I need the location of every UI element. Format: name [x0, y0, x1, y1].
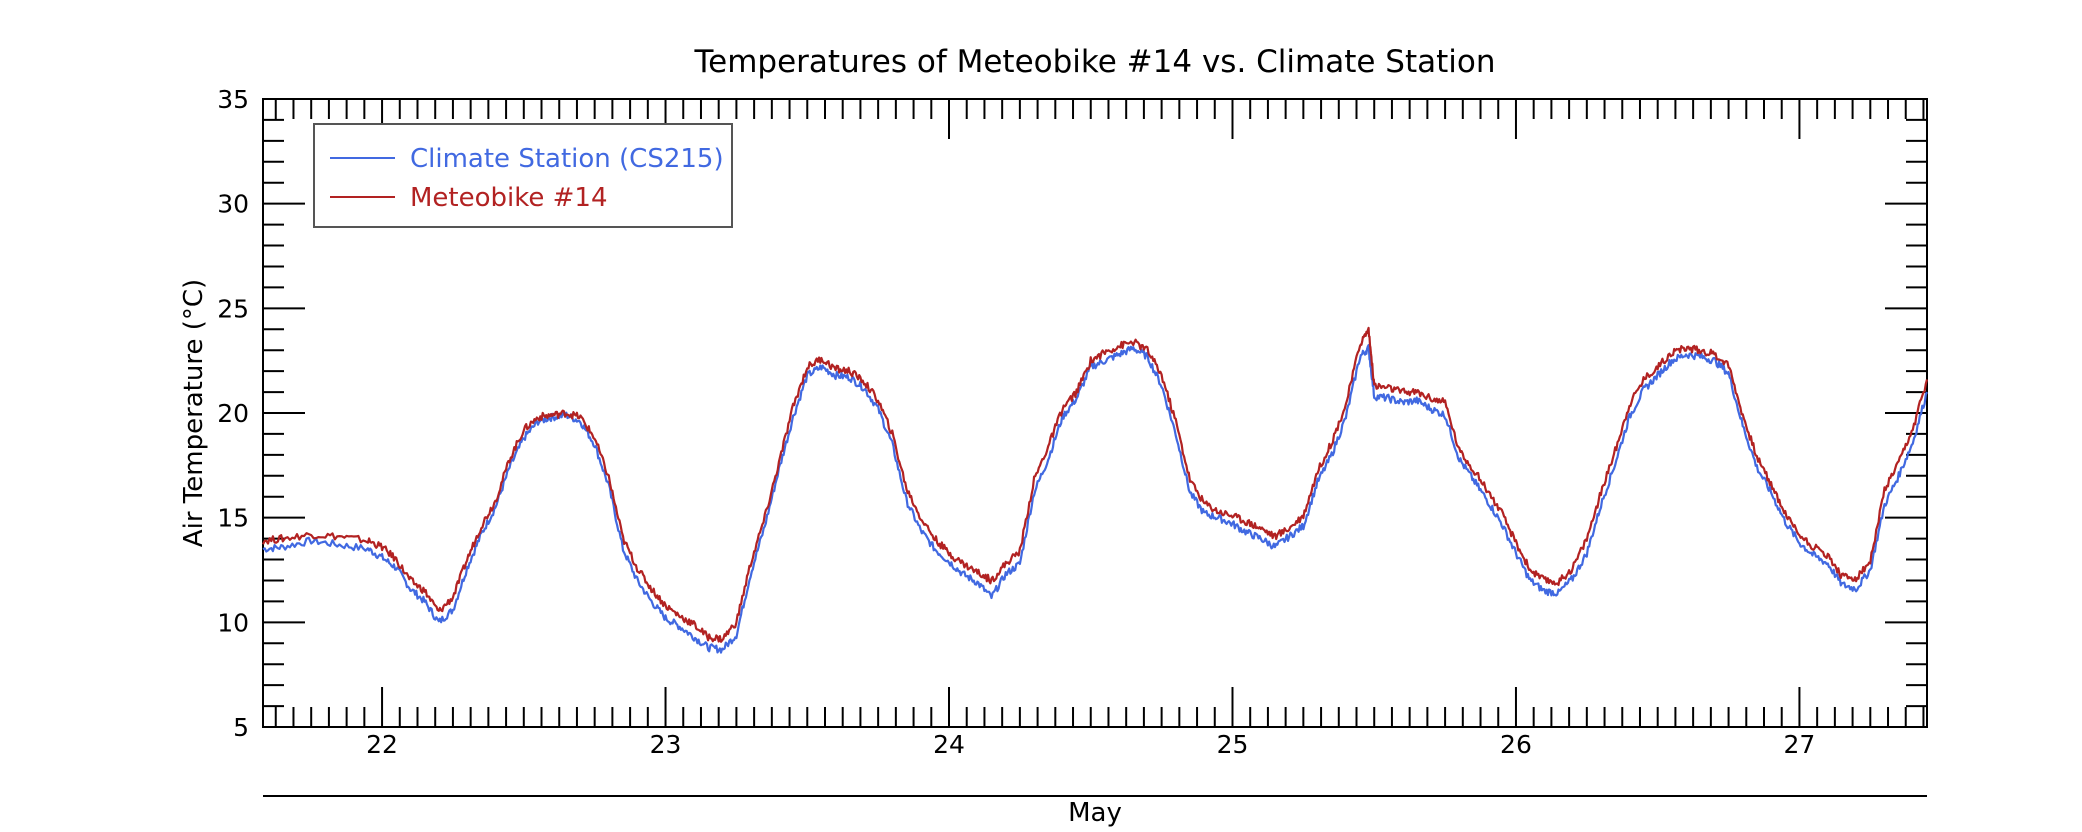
series-line-climate-station: [262, 344, 1928, 654]
y-tick-label: 35: [217, 85, 249, 114]
x-tick-label: 26: [1500, 730, 1532, 759]
chart-title: Temperatures of Meteobike #14 vs. Climat…: [693, 44, 1495, 80]
x-axis-label: May: [1068, 798, 1122, 828]
y-tick-label: 30: [217, 190, 249, 219]
y-axis-label: Air Temperature (°C): [179, 279, 209, 547]
y-tick-label: 10: [217, 608, 249, 637]
y-tick-label: 25: [217, 294, 249, 323]
x-tick-label: 22: [366, 730, 398, 759]
legend: Climate Station (CS215) Meteobike #14: [313, 123, 733, 228]
x-tick-label: 27: [1784, 730, 1816, 759]
x-tick-label: 25: [1217, 730, 1249, 759]
legend-box: [313, 123, 733, 228]
series-layer: [262, 326, 1929, 654]
plot-axes: 22 23 24 25 26 27 5 10 15 20 25 30 35: [217, 85, 1928, 759]
y-tick-label: 15: [217, 504, 249, 533]
y-tick-label: 20: [217, 399, 249, 428]
legend-label-climate-station: Climate Station (CS215): [410, 144, 724, 174]
series-line-meteobike: [262, 326, 1929, 643]
legend-label-meteobike: Meteobike #14: [410, 183, 608, 213]
y-tick-label: 5: [233, 713, 249, 742]
x-tick-label: 23: [650, 730, 682, 759]
x-tick-label: 24: [933, 730, 965, 759]
